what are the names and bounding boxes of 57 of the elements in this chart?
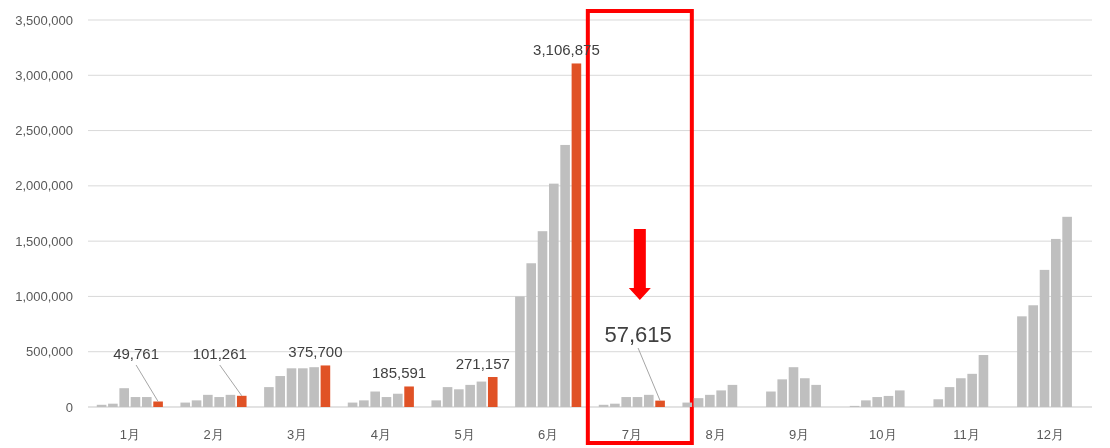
- bar: [191, 400, 202, 407]
- y-tick-label: 3,500,000: [15, 12, 73, 28]
- bar: [180, 402, 191, 407]
- bar: [944, 387, 955, 407]
- x-tick-label: 11月: [953, 427, 980, 442]
- x-tick-label: 3月: [287, 427, 308, 442]
- x-tick-label: 12月: [1036, 427, 1064, 442]
- y-tick-label: 2,500,000: [15, 123, 73, 139]
- data-label: 49,761: [113, 345, 160, 362]
- bar: [320, 365, 331, 407]
- y-tick-label: 500,000: [26, 344, 73, 360]
- bar: [431, 400, 442, 407]
- bar: [442, 387, 453, 407]
- data-label: 375,700: [288, 343, 343, 361]
- bar: [286, 368, 297, 407]
- bar: [894, 390, 905, 407]
- bar: [978, 355, 989, 407]
- y-tick-label: 0: [65, 399, 73, 415]
- bar: [537, 231, 548, 407]
- bar: [404, 386, 414, 407]
- bar: [933, 399, 944, 407]
- x-tick-label: 8月: [705, 427, 726, 442]
- y-tick-label: 1,500,000: [15, 233, 73, 249]
- x-tick-label: 5月: [454, 427, 475, 442]
- data-label: 57,615: [604, 322, 672, 347]
- bar: [476, 381, 487, 407]
- bar: [655, 400, 665, 407]
- bar: [381, 397, 392, 407]
- x-tick-label: 2月: [203, 427, 224, 442]
- bar: [788, 367, 799, 407]
- data-label: 185,591: [371, 364, 427, 382]
- data-label: 271,157: [455, 355, 510, 373]
- y-tick-label: 3,000,000: [15, 67, 73, 83]
- bar: [392, 393, 403, 407]
- bar: [727, 384, 738, 407]
- x-tick-label: 1月: [119, 427, 140, 442]
- bar: [1039, 269, 1050, 407]
- bar: [236, 395, 247, 407]
- y-tick-label: 1,000,000: [15, 288, 73, 304]
- x-tick-label: 9月: [789, 427, 810, 442]
- bar: [141, 397, 152, 407]
- bar: [225, 394, 236, 407]
- bar: [571, 63, 582, 407]
- bar: [487, 377, 498, 407]
- x-tick-label: 7月: [621, 427, 642, 442]
- bar: [632, 397, 643, 407]
- x-tick-label: 10月: [869, 427, 897, 442]
- bar: [883, 395, 894, 407]
- bar: [693, 398, 704, 407]
- bar: [153, 401, 163, 407]
- bar: [130, 397, 141, 407]
- x-tick-label: 4月: [370, 427, 391, 442]
- data-label: 101,261: [192, 345, 247, 362]
- bar: [682, 402, 693, 407]
- x-tick-label: 6月: [538, 427, 559, 442]
- bar: [643, 394, 654, 407]
- y-tick-label: 2,000,000: [15, 178, 73, 194]
